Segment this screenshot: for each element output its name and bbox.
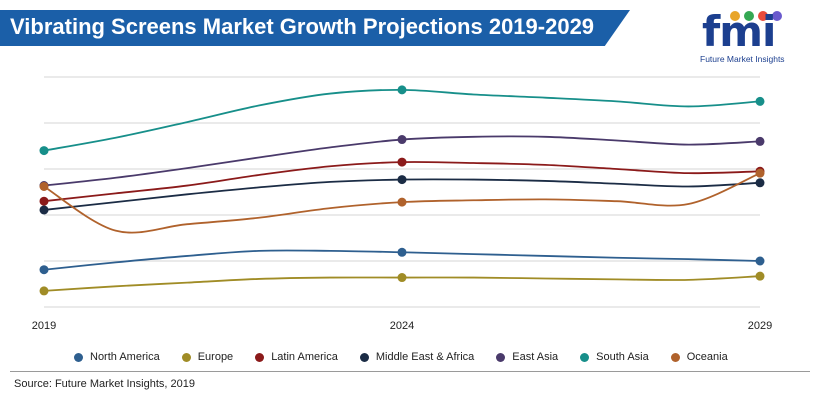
legend-marker: [359, 352, 369, 362]
logo-subtitle: Future Market Insights: [700, 54, 785, 64]
legend-label: Oceania: [686, 351, 728, 363]
source-divider: [10, 371, 810, 372]
data-point: [397, 273, 407, 283]
data-point: [39, 181, 49, 191]
line-chart: 2019 2024 2029: [32, 76, 772, 332]
legend-label: Middle East & Africa: [375, 351, 475, 363]
chart-area: 2019 2024 2029: [0, 60, 820, 340]
legend-label: North America: [90, 351, 160, 363]
data-point: [39, 205, 49, 215]
legend-label: East Asia: [512, 351, 559, 363]
legend-marker: [670, 352, 680, 362]
data-point: [397, 247, 407, 257]
data-point: [755, 178, 765, 188]
source-note: Source: Future Market Insights, 2019: [14, 378, 195, 390]
legend-item: Oceania: [670, 351, 728, 363]
chart-title: Vibrating Screens Market Growth Projecti…: [10, 14, 595, 39]
logo-dot: [744, 11, 754, 21]
data-point: [39, 265, 49, 275]
data-point: [39, 146, 49, 156]
data-point: [755, 256, 765, 266]
legend-item: East Asia: [496, 351, 558, 363]
legend-item: Middle East & Africa: [359, 351, 475, 363]
data-point: [397, 197, 407, 207]
data-point: [397, 157, 407, 167]
logo-dot: [772, 11, 782, 21]
title-banner: [0, 10, 630, 46]
legend-marker: [255, 352, 265, 362]
logo-mark: fmi: [702, 7, 776, 56]
data-point: [397, 85, 407, 95]
fmi-logo: fmi Future Market Insights: [696, 8, 812, 66]
data-point: [755, 168, 765, 178]
legend-label: Europe: [197, 351, 234, 363]
logo-dot: [758, 11, 768, 21]
data-point: [397, 175, 407, 185]
data-point: [39, 286, 49, 296]
x-tick-label: 2024: [390, 320, 414, 332]
data-point: [755, 96, 765, 106]
legend-marker: [181, 352, 191, 362]
data-point: [755, 271, 765, 281]
legend-item: North America: [74, 351, 160, 363]
legend-marker: [74, 352, 83, 362]
data-point: [755, 136, 765, 146]
x-tick-label: 2019: [32, 320, 56, 332]
legend-item: South Asia: [580, 351, 649, 363]
legend-marker: [580, 352, 590, 362]
data-point: [39, 196, 49, 206]
chart-legend: North America Europe Latin America Middle E…: [74, 349, 750, 365]
data-point: [397, 135, 407, 145]
legend-item: Latin America: [255, 351, 338, 363]
legend-label: South Asia: [596, 351, 649, 363]
legend-item: Europe: [181, 351, 234, 363]
legend-marker: [496, 352, 506, 362]
x-tick-label: 2029: [748, 320, 772, 332]
legend-label: Latin America: [271, 351, 338, 363]
logo-dots: [730, 8, 786, 26]
logo-dot: [730, 11, 740, 21]
